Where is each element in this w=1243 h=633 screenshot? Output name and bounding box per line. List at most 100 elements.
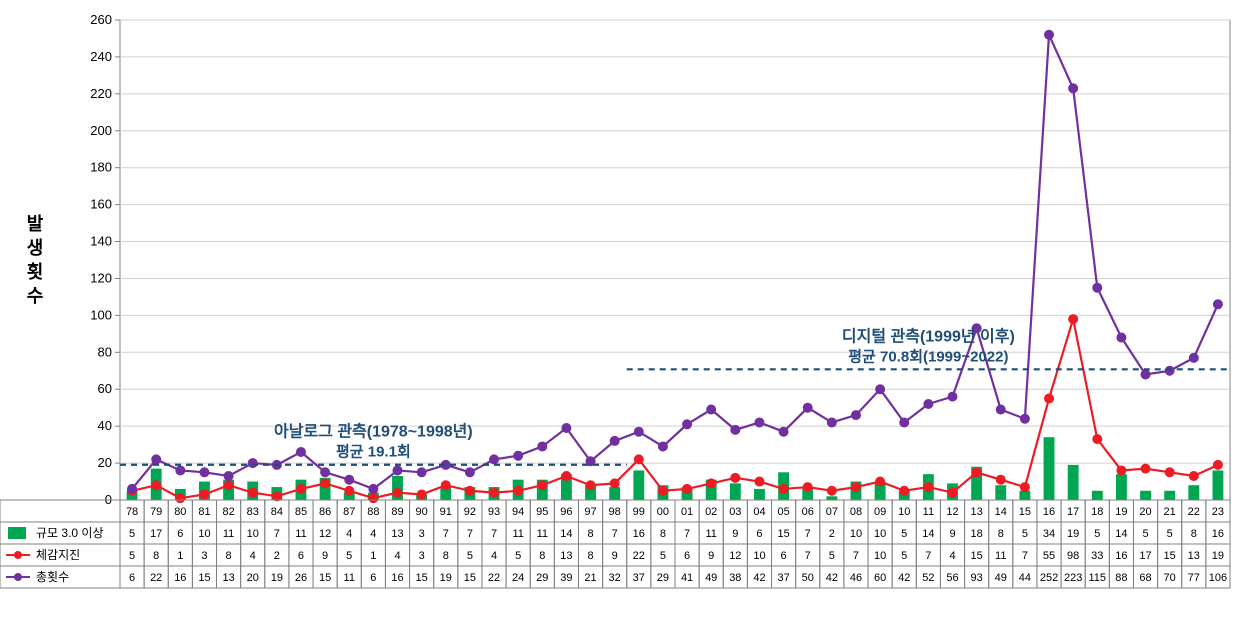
svg-text:56: 56 [946,572,958,584]
svg-text:34: 34 [1043,528,1055,540]
svg-text:14: 14 [995,506,1007,518]
svg-text:4: 4 [370,528,376,540]
svg-text:2: 2 [274,550,280,562]
svg-text:22: 22 [150,572,162,584]
svg-text:8: 8 [587,528,593,540]
svg-text:9: 9 [708,550,714,562]
svg-text:22: 22 [633,550,645,562]
svg-text:9: 9 [322,550,328,562]
svg-text:00: 00 [657,506,669,518]
svg-text:70: 70 [1164,572,1176,584]
svg-text:99: 99 [633,506,645,518]
svg-text:10: 10 [898,506,910,518]
svg-text:15: 15 [1164,550,1176,562]
svg-text:98: 98 [609,506,621,518]
svg-text:5: 5 [1142,528,1148,540]
svg-text:8: 8 [443,550,449,562]
svg-text:7: 7 [805,550,811,562]
svg-text:96: 96 [560,506,572,518]
svg-text:13: 13 [971,506,983,518]
svg-text:92: 92 [464,506,476,518]
svg-text:7: 7 [467,528,473,540]
svg-text:7: 7 [925,550,931,562]
svg-text:횟: 횟 [27,262,44,282]
svg-text:3: 3 [201,550,207,562]
svg-text:13: 13 [391,528,403,540]
svg-text:11: 11 [537,528,548,540]
svg-text:5: 5 [129,528,135,540]
svg-text:11: 11 [512,528,523,540]
svg-text:19: 19 [1115,506,1127,518]
svg-text:규모 3.0 이상: 규모 3.0 이상 [36,526,104,540]
svg-text:49: 49 [705,572,717,584]
svg-text:14: 14 [560,528,572,540]
svg-text:8: 8 [587,550,593,562]
svg-text:디지털 관측(1999년 이후): 디지털 관측(1999년 이후) [842,326,1015,345]
svg-text:91: 91 [440,506,452,518]
svg-text:50: 50 [802,572,814,584]
svg-text:15: 15 [198,572,210,584]
svg-text:37: 37 [777,572,789,584]
svg-text:240: 240 [90,49,112,64]
svg-text:16: 16 [174,572,186,584]
svg-text:17: 17 [1139,550,1151,562]
svg-text:11: 11 [295,528,306,540]
svg-text:8: 8 [1191,528,1197,540]
svg-text:15: 15 [1019,506,1031,518]
svg-text:94: 94 [512,506,524,518]
svg-text:19: 19 [440,572,452,584]
svg-text:17: 17 [1067,506,1079,518]
svg-text:20: 20 [1139,506,1151,518]
svg-text:83: 83 [247,506,259,518]
svg-text:16: 16 [1043,506,1055,518]
svg-text:1: 1 [177,550,183,562]
svg-text:88: 88 [1115,572,1127,584]
svg-text:17: 17 [150,528,162,540]
svg-text:5: 5 [346,550,352,562]
svg-text:6: 6 [684,550,690,562]
svg-text:5: 5 [660,550,666,562]
svg-text:55: 55 [1043,550,1055,562]
svg-text:체감지진: 체감지진 [36,548,80,562]
svg-text:6: 6 [756,528,762,540]
svg-text:5: 5 [901,528,907,540]
svg-text:88: 88 [367,506,379,518]
svg-text:6: 6 [129,572,135,584]
svg-text:13: 13 [1188,550,1200,562]
svg-text:8: 8 [539,550,545,562]
svg-text:6: 6 [298,550,304,562]
svg-text:11: 11 [995,550,1006,562]
svg-text:80: 80 [174,506,186,518]
svg-text:16: 16 [1115,550,1127,562]
svg-text:5: 5 [129,550,135,562]
svg-text:11: 11 [223,528,234,540]
svg-text:38: 38 [729,572,741,584]
svg-text:생: 생 [27,238,44,258]
svg-text:4: 4 [250,550,256,562]
svg-text:아날로그 관측(1978~1998년): 아날로그 관측(1978~1998년) [274,422,473,441]
svg-text:5: 5 [515,550,521,562]
svg-text:44: 44 [1019,572,1031,584]
svg-text:6: 6 [177,528,183,540]
svg-text:05: 05 [777,506,789,518]
svg-text:106: 106 [1209,572,1227,584]
svg-text:02: 02 [705,506,717,518]
svg-text:82: 82 [222,506,234,518]
svg-text:평균 70.8회(1999~2022): 평균 70.8회(1999~2022) [848,347,1008,365]
svg-text:60: 60 [874,572,886,584]
svg-text:9: 9 [612,550,618,562]
svg-text:9: 9 [732,528,738,540]
svg-text:16: 16 [391,572,403,584]
svg-text:7: 7 [274,528,280,540]
svg-text:252: 252 [1040,572,1058,584]
svg-text:15: 15 [464,572,476,584]
svg-text:16: 16 [1212,528,1224,540]
svg-text:03: 03 [729,506,741,518]
svg-text:10: 10 [753,550,765,562]
svg-text:87: 87 [343,506,355,518]
svg-text:223: 223 [1064,572,1082,584]
svg-text:14: 14 [1115,528,1127,540]
svg-text:5: 5 [1094,528,1100,540]
svg-text:220: 220 [90,86,112,101]
svg-text:42: 42 [826,572,838,584]
